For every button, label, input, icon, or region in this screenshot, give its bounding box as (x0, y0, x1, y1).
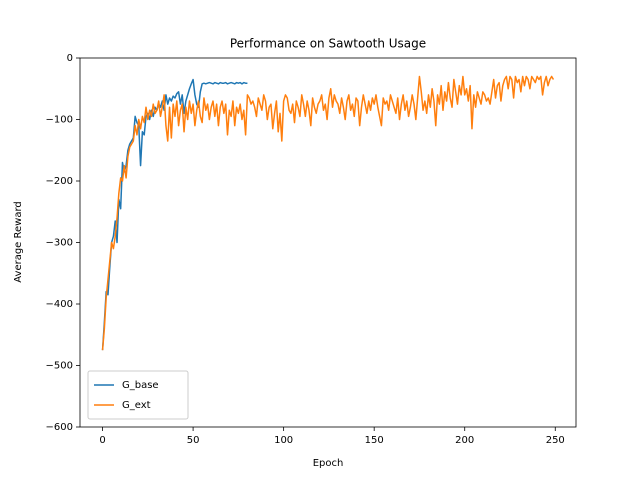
legend-label: G_base (122, 380, 159, 391)
x-tick-label: 100 (274, 435, 293, 446)
y-tick-label: −600 (46, 422, 73, 433)
chart-title: Performance on Sawtooth Usage (230, 37, 426, 51)
x-tick-label: 50 (187, 435, 200, 446)
y-axis-label: Average Reward (13, 201, 24, 282)
line-series (101, 78, 248, 351)
line-series (101, 75, 555, 351)
y-tick-label: −400 (46, 299, 73, 310)
y-tick-label: −200 (46, 176, 73, 187)
y-tick-label: −500 (46, 361, 73, 372)
y-tick-label: −100 (46, 115, 73, 126)
x-tick-label: 150 (365, 435, 384, 446)
legend: G_base G_ext (87, 370, 189, 420)
x-axis-label: Epoch (313, 458, 344, 469)
x-tick-label: 200 (455, 435, 474, 446)
y-tick-label: −300 (46, 238, 73, 249)
legend-box (87, 370, 189, 420)
y-tick-label: 0 (67, 53, 73, 64)
x-tick-label: 0 (99, 435, 105, 446)
legend-label: G_ext (122, 400, 151, 411)
x-tick-label: 250 (546, 435, 565, 446)
